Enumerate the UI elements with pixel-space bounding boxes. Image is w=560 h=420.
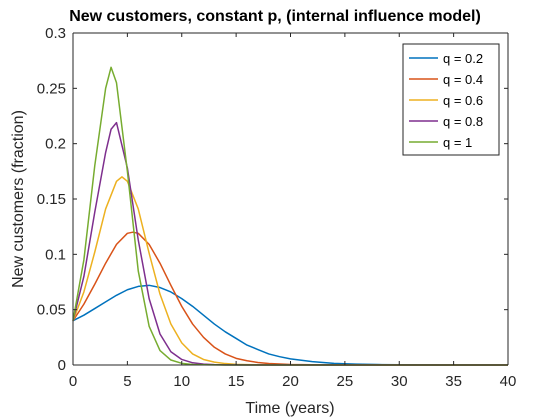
x-tick-label: 40 <box>500 373 517 390</box>
legend-label: q = 0.6 <box>443 93 483 108</box>
x-tick-label: 5 <box>123 373 131 390</box>
legend-label: q = 1 <box>443 135 472 150</box>
axes <box>72 32 509 366</box>
x-tick-label: 35 <box>445 373 462 390</box>
x-axis-label: Time (years) <box>245 400 334 417</box>
y-tick-label: 0 <box>58 357 66 374</box>
y-tick-label: 0.3 <box>45 25 66 42</box>
y-tick-label: 0.05 <box>37 302 66 319</box>
y-tick-label: 0.1 <box>45 246 66 263</box>
tick-labels: 0 5 10 15 20 25 30 35 40 0 0.05 0.1 0.15 0.2 0.25 0.3 <box>37 25 517 390</box>
y-axis-label: New customers (fraction) <box>10 110 27 288</box>
legend: q = 0.2 q = 0.4 q = 0.6 q = 0.8 q = 1 <box>402 43 500 156</box>
x-tick-label: 25 <box>337 373 354 390</box>
x-tick-label: 10 <box>173 373 190 390</box>
y-tick-label: 0.25 <box>37 80 66 97</box>
legend-label: q = 0.8 <box>443 114 483 129</box>
legend-entries: q = 0.2 q = 0.4 q = 0.6 q = 0.8 q = 1 <box>409 51 483 150</box>
x-tick-label: 20 <box>282 373 299 390</box>
y-tick-label: 0.2 <box>45 136 66 153</box>
chart-title: New customers, constant p, (internal inf… <box>69 8 481 25</box>
y-tick-label: 0.15 <box>37 191 66 208</box>
x-tick-label: 30 <box>391 373 408 390</box>
x-tick-label: 15 <box>228 373 245 390</box>
x-tick-label: 0 <box>69 373 77 390</box>
legend-label: q = 0.2 <box>443 51 483 66</box>
legend-label: q = 0.4 <box>443 72 483 87</box>
